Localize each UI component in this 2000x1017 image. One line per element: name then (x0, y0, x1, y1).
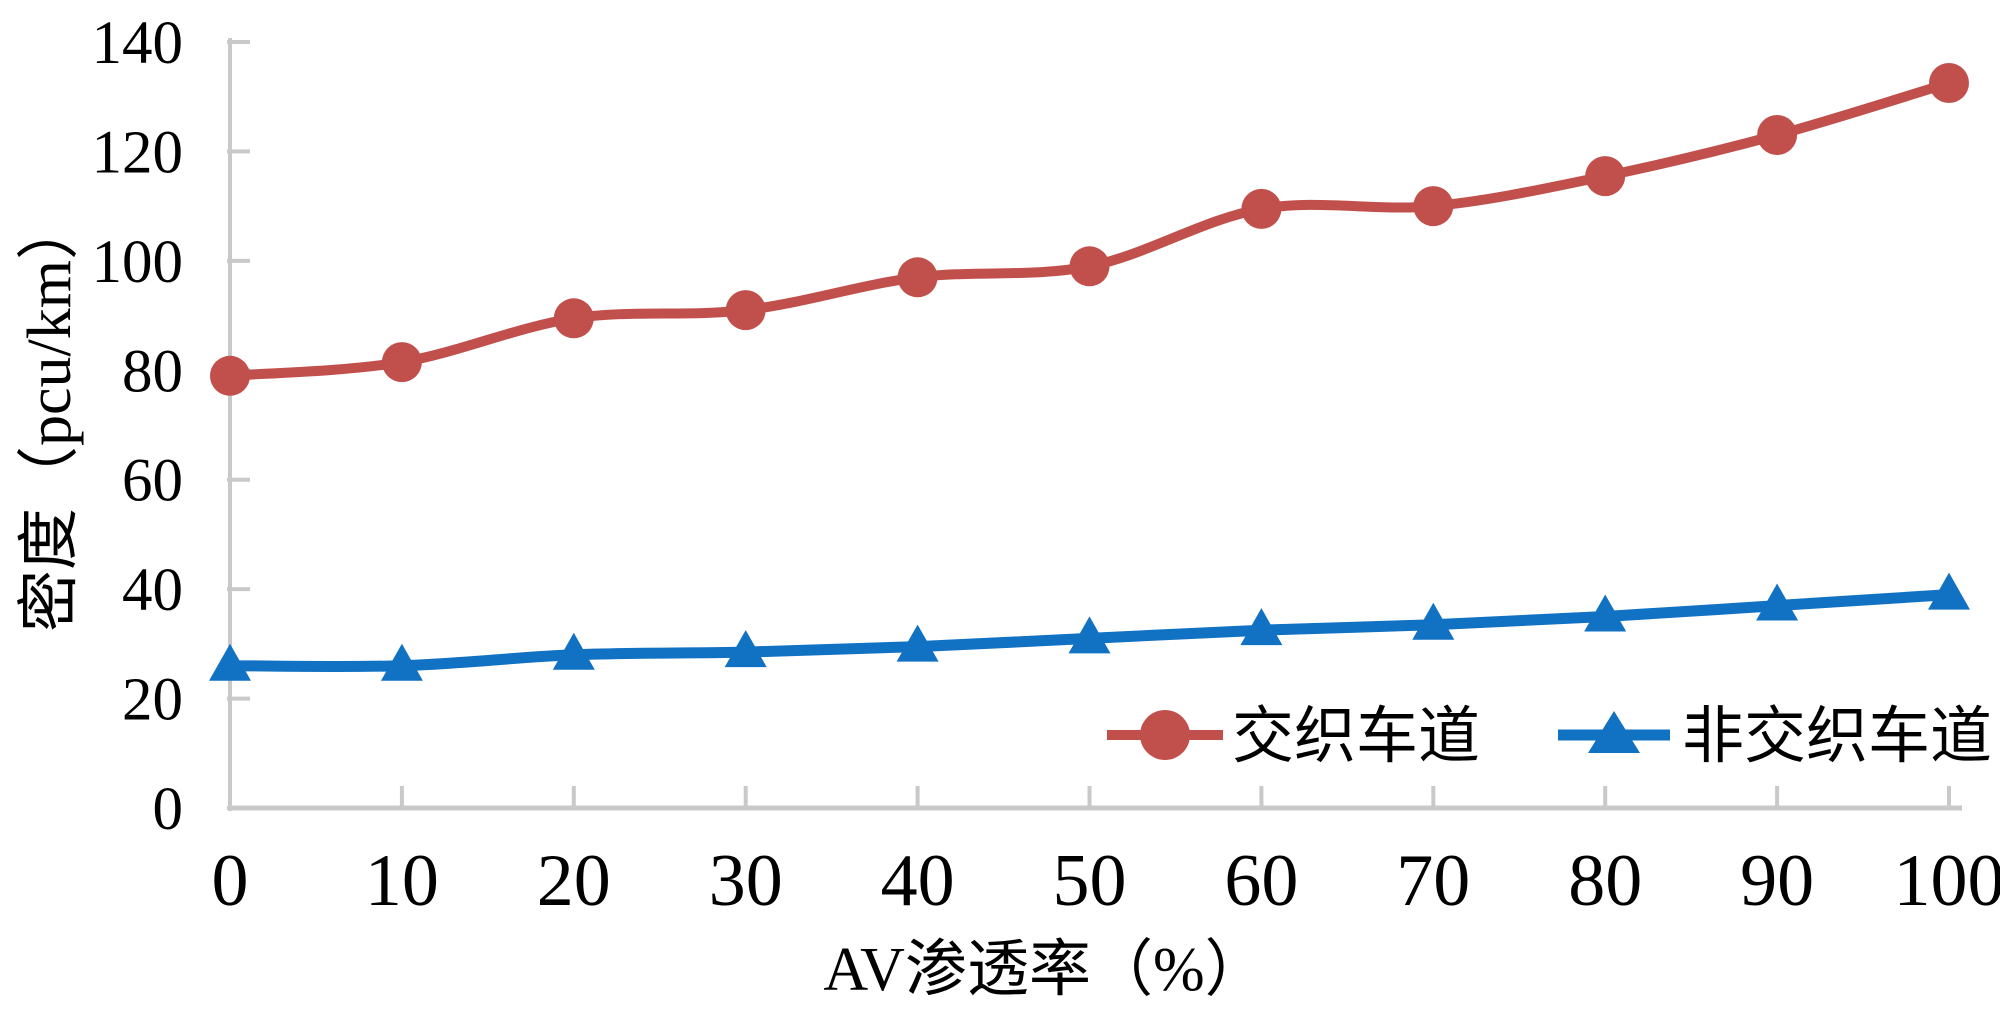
data-point-marker (898, 257, 938, 297)
y-tick-label: 140 (92, 10, 184, 77)
x-tick-labels: 0 10 20 30 40 50 60 70 80 90 100 (212, 840, 2000, 922)
y-tick-label: 80 (122, 338, 183, 405)
y-tick-labels: 0 20 40 60 80 100 120 140 (92, 10, 184, 843)
legend-circle-marker (1140, 710, 1190, 760)
y-tick-label: 20 (122, 667, 183, 734)
data-point-marker (726, 290, 766, 330)
y-tick-label: 0 (153, 776, 184, 843)
x-tick-label: 0 (212, 840, 249, 922)
x-tick-label: 100 (1894, 840, 2000, 922)
data-point-marker (210, 356, 250, 396)
x-tick-label: 10 (365, 840, 439, 922)
y-tick-label: 120 (92, 119, 184, 186)
series-line (230, 83, 1949, 376)
series-weaving-lane (210, 63, 1969, 396)
data-point-marker (1070, 246, 1110, 286)
data-point-marker (1929, 63, 1969, 103)
legend-label-weaving: 交织车道 (1232, 703, 1480, 771)
series-non-weaving-lane (209, 573, 1970, 681)
y-axis-title: 密度（pcu/km） (16, 198, 84, 632)
data-point-marker (1757, 115, 1797, 155)
x-tick-label: 30 (709, 840, 783, 922)
data-point-marker (1241, 189, 1281, 229)
data-point-marker (1585, 156, 1625, 196)
x-tick-label: 90 (1740, 840, 1814, 922)
x-tick-label: 80 (1568, 840, 1642, 922)
y-tick-label: 100 (92, 229, 184, 296)
series-layer (209, 63, 1970, 681)
data-point-marker (554, 298, 594, 338)
legend: 交织车道 非交织车道 (1107, 703, 1992, 771)
x-tick-label: 60 (1224, 840, 1298, 922)
y-tick-label: 60 (122, 448, 183, 515)
data-point-marker (382, 342, 422, 382)
x-tick-label: 20 (537, 840, 611, 922)
legend-label-nonweaving: 非交织车道 (1682, 703, 1992, 771)
y-tick-label: 40 (122, 557, 183, 624)
x-tick-label: 50 (1053, 840, 1127, 922)
x-tick-label: 70 (1396, 840, 1470, 922)
x-axis-title: AV渗透率（%） (823, 936, 1266, 1004)
x-tick-label: 40 (881, 840, 955, 922)
data-point-marker (1413, 186, 1453, 226)
